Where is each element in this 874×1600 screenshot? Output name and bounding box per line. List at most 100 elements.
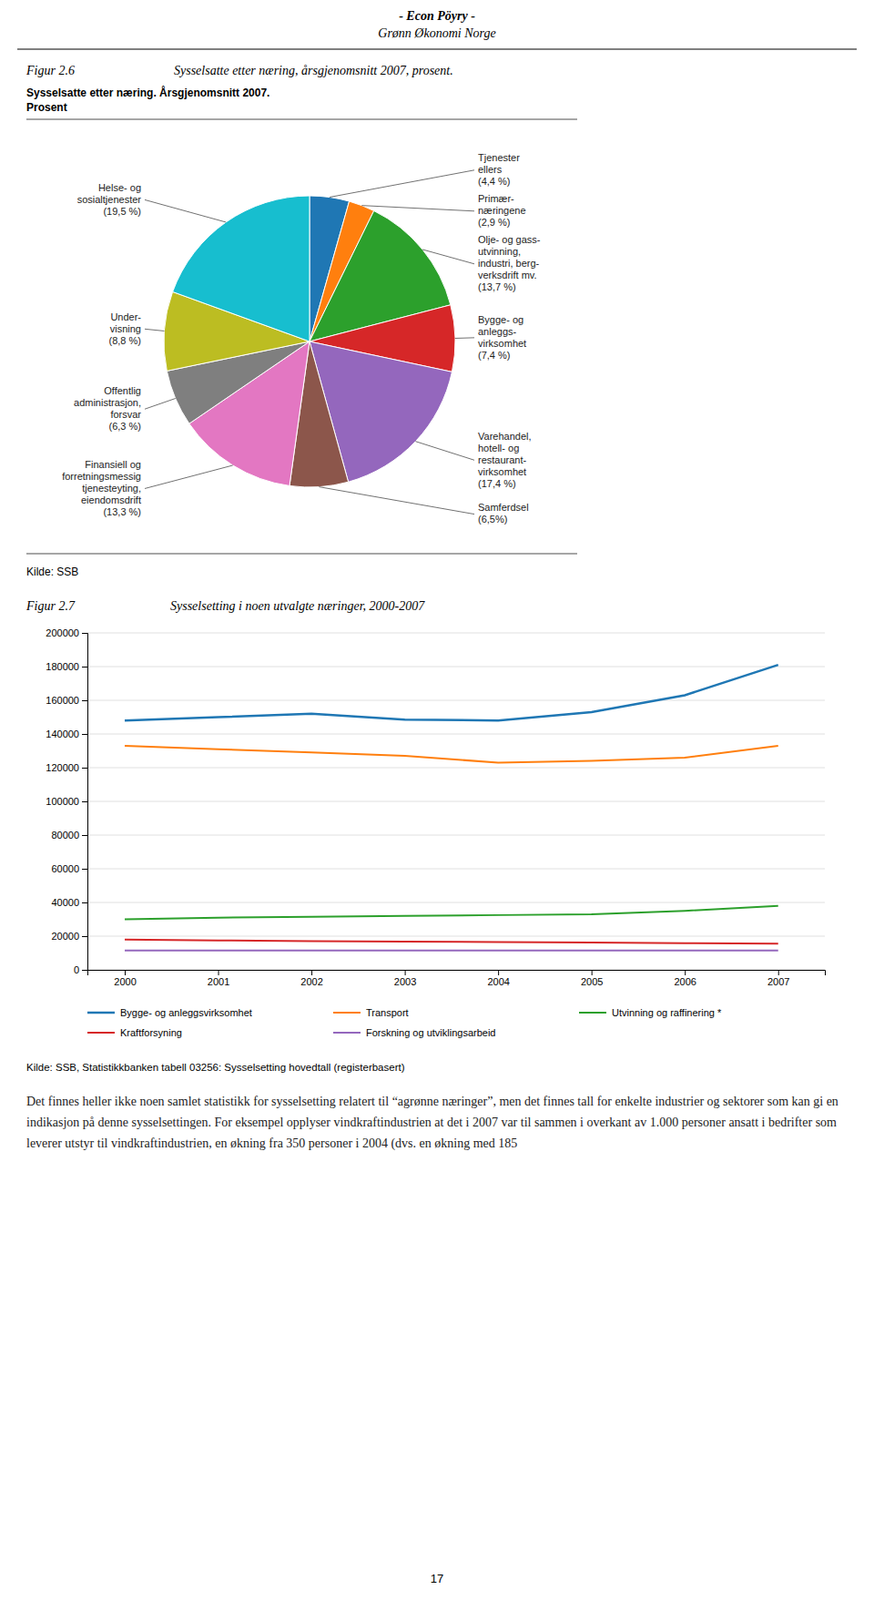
leader-line xyxy=(422,249,475,265)
leader-line xyxy=(415,441,475,461)
x-tick-label: 2005 xyxy=(580,975,603,987)
x-tick-mark xyxy=(778,969,780,976)
x-tick-label: 2004 xyxy=(487,975,509,987)
page-number: 17 xyxy=(430,1571,444,1586)
legend-swatch xyxy=(333,1031,361,1034)
x-tick: 2001 xyxy=(207,969,230,987)
header-subtitle: Grønn Økonomi Norge xyxy=(377,26,496,41)
slice-label-line: eiendomsdrift xyxy=(81,494,142,506)
pie-slice xyxy=(172,195,310,342)
slice-label-line: (19,5 %) xyxy=(102,205,142,217)
slice-label-line: forsvar xyxy=(110,408,142,420)
legend-label: Utvinning og raffinering * xyxy=(611,1006,722,1018)
legend-item: Forskning og utviklingsarbeid xyxy=(333,1026,496,1038)
y-tick-label: 180000 xyxy=(45,660,80,672)
slice-label: Under-visning(8,8 %) xyxy=(109,311,143,346)
grid-line xyxy=(87,767,825,769)
source-note: Kilde: SSB xyxy=(26,565,79,579)
leader-line xyxy=(455,336,475,339)
y-tick-mark xyxy=(81,902,88,904)
slice-label-line: Offentlig xyxy=(103,385,142,397)
legend-item: Bygge- og anleggsvirksomhet xyxy=(87,1006,253,1018)
slice-label: Primær-næringene(2,9 %) xyxy=(477,193,527,228)
slice-label-line: Tjenester xyxy=(477,152,520,163)
x-tick: 2007 xyxy=(767,969,790,987)
y-tick-mark xyxy=(81,632,88,634)
leader-line xyxy=(144,328,164,331)
chart-title: Sysselsatte etter næring. Årsgjenomsnitt… xyxy=(26,85,270,100)
slice-label-line: virksomhet xyxy=(477,337,527,349)
axis-domain xyxy=(88,970,826,976)
x-tick-mark xyxy=(497,969,499,976)
legend-swatch xyxy=(579,1011,607,1014)
y-tick-mark xyxy=(81,767,88,769)
x-tick-mark xyxy=(405,969,407,976)
y-tick: 140000 xyxy=(45,728,88,740)
x-tick-label: 2003 xyxy=(394,975,417,987)
slice-label-line: industri, berg- xyxy=(477,257,540,269)
y-tick-mark xyxy=(81,868,88,870)
slice-label-line: Varehandel, xyxy=(477,430,532,442)
slice-label-line: (6,5%) xyxy=(477,513,508,525)
slice-label-line: (17,4 %) xyxy=(477,477,517,489)
x-tick: 2005 xyxy=(580,969,603,987)
slice-label-line: Helse- og xyxy=(98,182,142,194)
chart-subtitle: Prosent xyxy=(26,101,68,114)
x-tick-mark xyxy=(124,969,126,976)
y-tick: 160000 xyxy=(45,694,88,706)
y-tick: 40000 xyxy=(50,896,88,908)
series-line xyxy=(124,745,779,763)
slice-label-line: (7,4 %) xyxy=(477,349,510,361)
slice-label-line: visning xyxy=(110,323,142,335)
x-tick: 2000 xyxy=(113,969,136,987)
y-tick: 0 xyxy=(73,964,88,976)
y-tick: 100000 xyxy=(45,795,88,807)
slice-label: Helse- ogsosialtjenester(19,5 %) xyxy=(77,182,143,217)
slice-label-line: Finansiell og xyxy=(84,458,142,470)
x-tick-label: 2001 xyxy=(207,975,230,987)
slice-label-line: (13,7 %) xyxy=(477,281,517,293)
legend-label: Forskning og utviklingsarbeid xyxy=(365,1026,496,1038)
leader-line xyxy=(144,199,226,223)
slice-label-line: tjenesteyting, xyxy=(81,482,142,494)
y-tick-mark xyxy=(81,733,88,735)
slice-label-line: forretnings­messig xyxy=(61,470,142,482)
slice-label-line: virksomhet xyxy=(477,466,527,478)
y-tick: 20000 xyxy=(50,930,88,942)
slice-label-line: (6,3 %) xyxy=(109,420,142,432)
y-tick-label: 160000 xyxy=(45,694,80,706)
slice-label-line: utvinning, xyxy=(477,245,521,257)
x-tick: 2004 xyxy=(487,969,509,987)
slice-label-line: næringene xyxy=(477,204,527,216)
slice-label-line: (13,3 %) xyxy=(102,506,142,518)
x-tick-label: 2006 xyxy=(673,975,696,987)
x-tick: 2003 xyxy=(394,969,417,987)
legend-swatch xyxy=(333,1011,361,1014)
y-tick-mark xyxy=(81,834,88,836)
leader-line xyxy=(319,487,475,515)
slice-label-line: sosialtjenester xyxy=(77,193,143,205)
x-tick-mark xyxy=(311,969,313,976)
y-axis: 0200004000060000800001000001200001400001… xyxy=(45,627,88,976)
pie-labels: Tjenesterellers(4,4 %)Primær-næringene(2… xyxy=(61,152,541,525)
x-tick-mark xyxy=(684,969,686,976)
rule xyxy=(26,119,578,121)
x-tick: 2006 xyxy=(673,969,696,987)
x-tick: 2002 xyxy=(300,969,323,987)
header-rule xyxy=(17,49,857,51)
slice-label: Samferdsel(6,5%) xyxy=(477,501,529,525)
line-chart: Figur 2.7Sysselsetting i noen utvalgte n… xyxy=(25,599,826,1073)
slice-label-line: (2,9 %) xyxy=(477,216,510,228)
slice-label: Varehandel,hotell- ogrestaurant-virksomh… xyxy=(477,430,532,489)
grid-line xyxy=(87,868,825,870)
x-tick-label: 2007 xyxy=(767,975,790,987)
x-tick-mark xyxy=(591,969,593,976)
source-note: Kilde: SSB, Statistikkbanken tabell 0325… xyxy=(26,1061,406,1073)
slice-label: Olje- og gass-utvinning,industri, berg-v… xyxy=(477,233,541,293)
figure-label: Figur 2.7 xyxy=(25,599,76,613)
y-tick-label: 80000 xyxy=(50,829,80,841)
axis-domain xyxy=(81,633,89,971)
grid xyxy=(87,632,825,970)
slice-label: Offentligadministrasjon,forsvar(6,3 %) xyxy=(73,385,142,432)
legend-label: Kraftforsyning xyxy=(120,1026,183,1038)
